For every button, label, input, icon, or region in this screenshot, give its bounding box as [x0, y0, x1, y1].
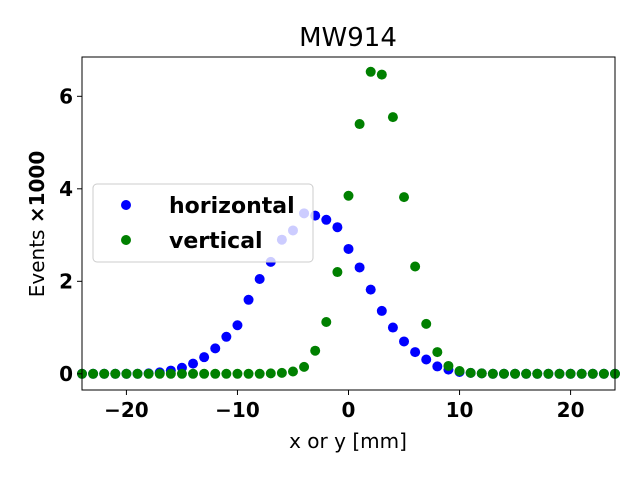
data-point-vertical-31 [421, 318, 432, 329]
data-point-vertical-19 [287, 366, 298, 377]
data-point-vertical-24 [343, 190, 354, 201]
data-point-vertical-10 [188, 368, 199, 379]
data-point-vertical-39 [510, 368, 521, 379]
data-point-vertical-5 [132, 368, 143, 379]
data-point-vertical-12 [210, 368, 221, 379]
data-point-horizontal-30 [410, 347, 421, 358]
data-point-vertical-9 [176, 368, 187, 379]
y-tick-label: 0 [59, 362, 73, 386]
data-point-vertical-27 [376, 69, 387, 80]
data-point-vertical-29 [399, 192, 410, 203]
y-axis-label-prefix: Events [25, 223, 49, 297]
data-point-vertical-33 [443, 360, 454, 371]
x-tick-label: −10 [215, 398, 260, 422]
data-point-horizontal-22 [321, 214, 332, 225]
chart-title: MW914 [299, 23, 397, 53]
data-point-vertical-15 [243, 368, 254, 379]
data-point-vertical-28 [387, 112, 398, 123]
y-tick-label: 4 [59, 177, 73, 201]
data-point-horizontal-27 [376, 305, 387, 316]
data-point-vertical-37 [487, 368, 498, 379]
legend-marker-vertical [121, 235, 131, 245]
data-point-horizontal-12 [210, 343, 221, 354]
data-point-vertical-42 [543, 368, 554, 379]
data-point-vertical-46 [587, 368, 598, 379]
data-point-vertical-3 [110, 368, 121, 379]
data-point-horizontal-23 [332, 222, 343, 233]
data-point-horizontal-11 [199, 352, 210, 363]
data-point-vertical-18 [276, 367, 287, 378]
data-point-vertical-2 [99, 368, 110, 379]
y-axis-label-suffix: ×1000 [25, 151, 49, 223]
data-point-vertical-13 [221, 368, 232, 379]
data-point-vertical-22 [321, 317, 332, 328]
data-point-vertical-38 [498, 368, 509, 379]
y-tick-label: 2 [59, 269, 73, 293]
data-point-vertical-30 [410, 261, 421, 272]
data-point-vertical-14 [232, 368, 243, 379]
x-tick-label: 20 [557, 398, 585, 422]
data-point-horizontal-10 [188, 358, 199, 369]
data-point-vertical-47 [598, 368, 609, 379]
x-tick-label: 0 [342, 398, 356, 422]
legend: horizontal vertical [92, 183, 314, 263]
x-tick-label: 10 [446, 398, 474, 422]
data-point-vertical-17 [265, 368, 276, 379]
data-point-vertical-41 [532, 368, 543, 379]
plot-area [77, 66, 620, 379]
data-point-vertical-21 [310, 345, 321, 356]
x-axis: −20 −10 0 10 20 [104, 390, 585, 422]
data-point-horizontal-28 [387, 322, 398, 333]
data-point-vertical-26 [365, 66, 376, 77]
data-point-horizontal-29 [399, 336, 410, 347]
y-axis-label: Events ×1000 [25, 151, 49, 298]
legend-label-vertical: vertical [169, 229, 263, 254]
data-point-vertical-11 [199, 368, 210, 379]
data-point-horizontal-32 [432, 361, 443, 372]
data-point-vertical-8 [165, 368, 176, 379]
x-axis-label: x or y [mm] [289, 429, 407, 453]
y-tick-label: 6 [59, 84, 73, 108]
data-point-vertical-23 [332, 267, 343, 278]
data-point-vertical-16 [254, 368, 265, 379]
data-point-vertical-40 [521, 368, 532, 379]
legend-marker-horizontal [121, 200, 131, 210]
data-point-vertical-34 [454, 366, 465, 377]
legend-box [92, 183, 314, 263]
data-point-horizontal-15 [243, 294, 254, 305]
data-point-horizontal-31 [421, 354, 432, 365]
data-point-vertical-25 [354, 119, 365, 130]
data-point-horizontal-24 [343, 243, 354, 254]
y-axis: 0 2 4 6 [59, 84, 82, 386]
data-point-vertical-20 [299, 361, 310, 372]
data-point-vertical-43 [554, 368, 565, 379]
data-point-vertical-1 [88, 368, 99, 379]
data-point-horizontal-25 [354, 262, 365, 273]
data-point-horizontal-14 [232, 320, 243, 331]
data-point-vertical-36 [476, 368, 487, 379]
data-point-vertical-6 [143, 368, 154, 379]
data-point-vertical-35 [465, 367, 476, 378]
data-point-horizontal-13 [221, 331, 232, 342]
data-point-vertical-32 [432, 347, 443, 358]
data-point-vertical-45 [576, 368, 587, 379]
x-tick-label: −20 [104, 398, 149, 422]
data-point-vertical-4 [121, 368, 132, 379]
data-point-vertical-7 [154, 368, 165, 379]
legend-label-horizontal: horizontal [169, 194, 295, 219]
data-point-vertical-44 [565, 368, 576, 379]
data-point-horizontal-26 [365, 284, 376, 295]
data-point-horizontal-16 [254, 274, 265, 284]
